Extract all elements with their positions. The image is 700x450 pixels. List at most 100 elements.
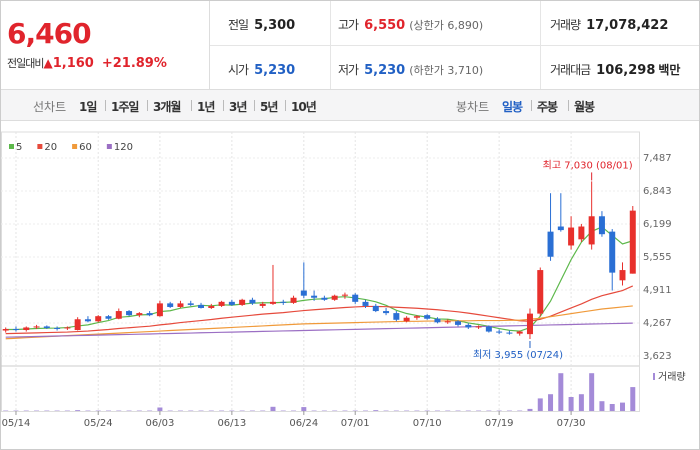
stat-row: 시가 5,230 저가 5,230 (하한가 3,710) 거래대금 106,298 백만 xyxy=(210,45,699,90)
candle-body xyxy=(362,301,369,306)
change-label: 전일대비 xyxy=(7,57,44,70)
change-pct: +21.89% xyxy=(101,56,167,71)
stat-value: 17,078,422 xyxy=(586,18,669,33)
candle-body xyxy=(64,327,71,329)
stat-value: 5,230 xyxy=(364,63,406,78)
tab-separator xyxy=(531,100,532,111)
candle-body xyxy=(239,299,246,305)
candle-body xyxy=(84,319,91,322)
candle-body xyxy=(496,331,503,333)
change: 1,160 xyxy=(52,56,94,71)
candle-body xyxy=(300,290,307,296)
volume-bar xyxy=(620,402,625,411)
y-tick-label: 4,267 xyxy=(643,318,672,329)
tab-option[interactable]: 주봉 xyxy=(537,100,558,114)
candle-body xyxy=(54,327,61,329)
candle-body xyxy=(516,331,523,334)
candle-body xyxy=(198,304,205,308)
legend-swatch xyxy=(9,144,14,149)
legend-swatch xyxy=(37,144,43,149)
quote-box: 6,460 전일대비▲1,160 +21.89% xyxy=(1,1,210,89)
candle-body xyxy=(33,326,40,328)
candle-body xyxy=(311,295,318,298)
volume-bar xyxy=(589,373,595,411)
candle-body xyxy=(547,231,554,257)
x-tick-label: 07/10 xyxy=(413,418,442,429)
tab-separator xyxy=(223,100,224,111)
tab-option: 5년 xyxy=(260,100,278,114)
candle-body xyxy=(177,303,184,307)
x-tick-label: 06/13 xyxy=(217,418,246,429)
up-arrow: ▲ xyxy=(43,56,53,70)
tab-option[interactable]: 월봉 xyxy=(574,100,595,114)
candle-body xyxy=(43,326,50,328)
legend-label: 20 xyxy=(44,142,57,153)
candle-body xyxy=(485,326,492,332)
change-row: 전일대비▲1,160 +21.89% xyxy=(7,55,167,71)
stat-value: 5,300 xyxy=(254,18,296,33)
candle-body xyxy=(218,301,225,306)
tab-separator xyxy=(105,100,106,111)
stat: 전일 5,300 xyxy=(228,16,295,33)
y-tick-label: 3,623 xyxy=(643,351,672,362)
candle-body xyxy=(475,326,482,328)
tab-separator xyxy=(254,100,255,111)
tab-option: 1주일 xyxy=(111,100,139,114)
stat-value: 5,230 xyxy=(254,63,296,78)
tab-option: 10년 xyxy=(291,100,317,114)
candle-body xyxy=(269,301,276,304)
candle-body xyxy=(424,315,431,319)
legend-label: 60 xyxy=(79,142,92,153)
legend-swatch xyxy=(106,144,112,149)
stat-label: 시가 xyxy=(228,63,249,77)
volume-label: 거래량 xyxy=(658,371,686,383)
candle-body xyxy=(74,319,81,331)
candle-body xyxy=(629,210,636,274)
x-tick-label: 06/24 xyxy=(289,418,318,429)
candle-body xyxy=(228,301,235,305)
candle-body xyxy=(290,297,297,303)
stat-row: 전일 5,300 고가 6,550 (상한가 6,890) 거래량 17,078,422 xyxy=(210,1,699,45)
tab-separator xyxy=(285,100,286,111)
volume-bar xyxy=(527,408,533,411)
candle-body xyxy=(609,231,616,273)
candle-body xyxy=(156,303,163,317)
stat-value: 106,298 xyxy=(596,63,656,78)
volume-bar xyxy=(373,410,379,411)
high-annotation: 최고 7,030 (08/01) xyxy=(543,159,633,171)
volume-bar xyxy=(270,406,276,411)
x-tick-label: 07/01 xyxy=(341,418,370,429)
y-tick-label: 6,199 xyxy=(643,219,672,230)
tab-heading: 봉차트 xyxy=(456,100,490,114)
volume-bar xyxy=(599,401,605,411)
candle-body xyxy=(557,226,564,231)
x-tick-label: 05/24 xyxy=(84,418,113,429)
volume-bar xyxy=(578,394,584,411)
volume-bar xyxy=(537,398,543,411)
candle-body xyxy=(280,301,287,303)
candle-body xyxy=(249,299,256,304)
stat-label: 고가 xyxy=(338,18,359,32)
stat-label: 저가 xyxy=(338,63,359,77)
candle-body xyxy=(598,216,605,235)
volume-bar xyxy=(75,410,81,411)
stat-note: (하한가 3,710) xyxy=(409,64,484,77)
stat: 저가 5,230 (하한가 3,710) xyxy=(338,61,483,78)
candle-body xyxy=(537,270,544,314)
stat-label: 전일 xyxy=(228,18,249,32)
tab-option[interactable]: 일봉 xyxy=(502,100,523,114)
stat-label: 거래량 xyxy=(550,18,581,32)
volume-bar xyxy=(558,373,564,411)
candle-body xyxy=(341,294,348,296)
tab-separator xyxy=(568,100,569,111)
x-tick-label: 05/14 xyxy=(2,418,31,429)
candle-body xyxy=(23,327,30,331)
current-price: 6,460 xyxy=(7,17,92,50)
legend-swatch xyxy=(653,373,655,380)
stat-label: 거래대금 xyxy=(550,63,591,77)
candle-body xyxy=(95,316,102,322)
tab-option: 3개월 xyxy=(153,100,181,114)
candle-body xyxy=(455,321,462,325)
candle-body xyxy=(393,313,400,320)
y-tick-label: 4,911 xyxy=(643,285,672,296)
